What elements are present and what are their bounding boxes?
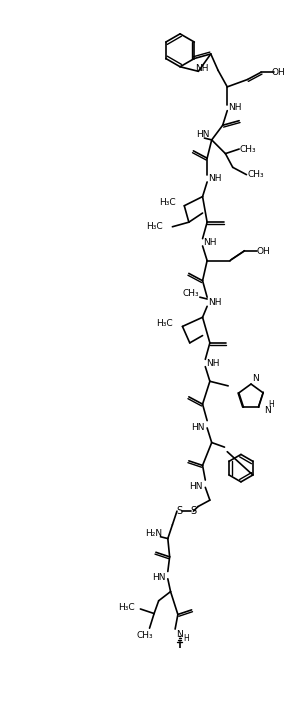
Text: NH: NH: [195, 64, 209, 73]
Text: H₂N: H₂N: [146, 529, 163, 537]
Text: H₃C: H₃C: [160, 199, 176, 208]
Text: NH: NH: [203, 238, 217, 247]
Text: CH₃: CH₃: [182, 289, 199, 298]
Text: OH: OH: [257, 247, 271, 256]
Text: H₃C: H₃C: [146, 222, 163, 231]
Text: S: S: [190, 506, 197, 516]
Text: H: H: [183, 634, 189, 643]
Text: H: H: [268, 400, 274, 408]
Text: NH: NH: [208, 174, 221, 183]
Text: N: N: [264, 406, 271, 415]
Text: NH: NH: [206, 359, 219, 367]
Text: HN: HN: [189, 482, 203, 491]
Text: NH: NH: [208, 298, 221, 307]
Text: N: N: [176, 630, 183, 639]
Text: CH₃: CH₃: [240, 145, 257, 154]
Text: H₃C: H₃C: [156, 319, 173, 328]
Text: NH: NH: [228, 104, 241, 113]
Text: CH₃: CH₃: [247, 170, 264, 179]
Text: HN: HN: [191, 423, 205, 432]
Text: N: N: [252, 374, 259, 383]
Text: CH₃: CH₃: [137, 631, 153, 640]
Text: S: S: [177, 506, 183, 516]
Text: HN: HN: [152, 574, 165, 582]
Text: HN: HN: [196, 130, 209, 139]
Text: OH: OH: [271, 68, 285, 77]
Text: H₃C: H₃C: [118, 603, 135, 612]
